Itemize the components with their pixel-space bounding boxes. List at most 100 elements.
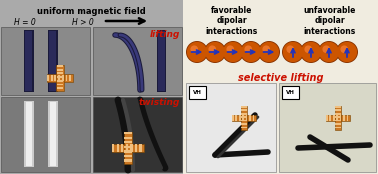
FancyBboxPatch shape [25,31,32,91]
Text: unfavorable
dipolar
interactions: unfavorable dipolar interactions [304,6,356,36]
FancyBboxPatch shape [47,75,49,81]
FancyBboxPatch shape [139,144,142,152]
FancyBboxPatch shape [279,83,376,172]
FancyBboxPatch shape [241,123,247,125]
FancyBboxPatch shape [124,150,132,153]
FancyBboxPatch shape [1,27,90,95]
Circle shape [226,45,234,53]
FancyBboxPatch shape [112,144,114,152]
Text: uniform magnetic field: uniform magnetic field [37,7,146,16]
Circle shape [319,42,339,62]
FancyBboxPatch shape [50,102,56,166]
FancyBboxPatch shape [189,86,206,99]
FancyBboxPatch shape [93,27,182,95]
FancyBboxPatch shape [241,126,247,128]
FancyBboxPatch shape [69,75,71,81]
Circle shape [204,41,226,63]
FancyBboxPatch shape [347,115,348,121]
Circle shape [341,45,348,53]
Circle shape [258,41,280,63]
FancyBboxPatch shape [158,31,165,91]
Circle shape [304,45,312,53]
FancyBboxPatch shape [186,83,276,172]
FancyBboxPatch shape [130,144,133,152]
FancyBboxPatch shape [242,115,244,121]
FancyBboxPatch shape [57,84,64,85]
FancyBboxPatch shape [58,75,60,81]
FancyBboxPatch shape [48,30,58,92]
FancyBboxPatch shape [24,30,34,92]
FancyBboxPatch shape [124,141,132,143]
FancyBboxPatch shape [56,65,64,91]
FancyBboxPatch shape [157,30,166,92]
FancyBboxPatch shape [135,144,137,152]
FancyBboxPatch shape [232,115,256,121]
Circle shape [259,42,279,62]
FancyBboxPatch shape [93,97,182,172]
Text: lifting: lifting [150,30,180,39]
Circle shape [223,42,243,62]
Circle shape [282,41,304,63]
FancyBboxPatch shape [232,115,234,121]
Circle shape [322,45,330,53]
FancyBboxPatch shape [340,115,341,121]
FancyBboxPatch shape [54,75,56,81]
FancyBboxPatch shape [241,109,247,111]
Circle shape [240,41,262,63]
FancyBboxPatch shape [49,31,56,91]
FancyBboxPatch shape [0,0,183,174]
FancyBboxPatch shape [335,109,341,111]
FancyBboxPatch shape [24,101,34,167]
Circle shape [283,42,303,62]
FancyBboxPatch shape [126,144,128,152]
FancyBboxPatch shape [246,115,248,121]
FancyBboxPatch shape [326,115,328,121]
Text: H = 0: H = 0 [14,18,36,27]
Circle shape [191,45,198,53]
Text: H > 0: H > 0 [72,18,94,27]
Circle shape [245,45,252,53]
FancyBboxPatch shape [57,65,64,67]
FancyBboxPatch shape [335,123,341,125]
Circle shape [222,41,244,63]
FancyBboxPatch shape [253,115,254,121]
Circle shape [262,45,270,53]
FancyBboxPatch shape [335,106,341,108]
Circle shape [337,42,357,62]
FancyBboxPatch shape [241,106,247,108]
Text: VH: VH [192,89,201,94]
FancyBboxPatch shape [124,146,132,148]
FancyBboxPatch shape [1,97,90,172]
Circle shape [205,42,225,62]
FancyBboxPatch shape [335,126,341,128]
FancyBboxPatch shape [183,0,378,174]
FancyBboxPatch shape [235,115,237,121]
Circle shape [301,42,321,62]
FancyBboxPatch shape [57,87,64,89]
Text: favorable
dipolar
interactions: favorable dipolar interactions [206,6,258,36]
FancyBboxPatch shape [241,106,247,130]
FancyBboxPatch shape [326,115,350,121]
FancyBboxPatch shape [241,113,247,114]
FancyBboxPatch shape [282,86,299,99]
FancyBboxPatch shape [57,69,64,71]
FancyBboxPatch shape [124,155,132,157]
FancyBboxPatch shape [241,120,247,121]
FancyBboxPatch shape [112,144,144,152]
FancyBboxPatch shape [249,115,251,121]
FancyBboxPatch shape [65,75,67,81]
FancyBboxPatch shape [335,106,341,130]
FancyBboxPatch shape [62,75,64,81]
FancyBboxPatch shape [333,115,335,121]
Circle shape [300,41,322,63]
FancyBboxPatch shape [124,137,132,139]
FancyBboxPatch shape [26,102,32,166]
Text: VH: VH [285,89,294,94]
FancyBboxPatch shape [124,132,132,134]
FancyBboxPatch shape [239,115,240,121]
FancyBboxPatch shape [57,80,64,82]
FancyBboxPatch shape [51,75,53,81]
FancyBboxPatch shape [57,72,64,74]
FancyBboxPatch shape [335,113,341,114]
FancyBboxPatch shape [48,101,58,167]
